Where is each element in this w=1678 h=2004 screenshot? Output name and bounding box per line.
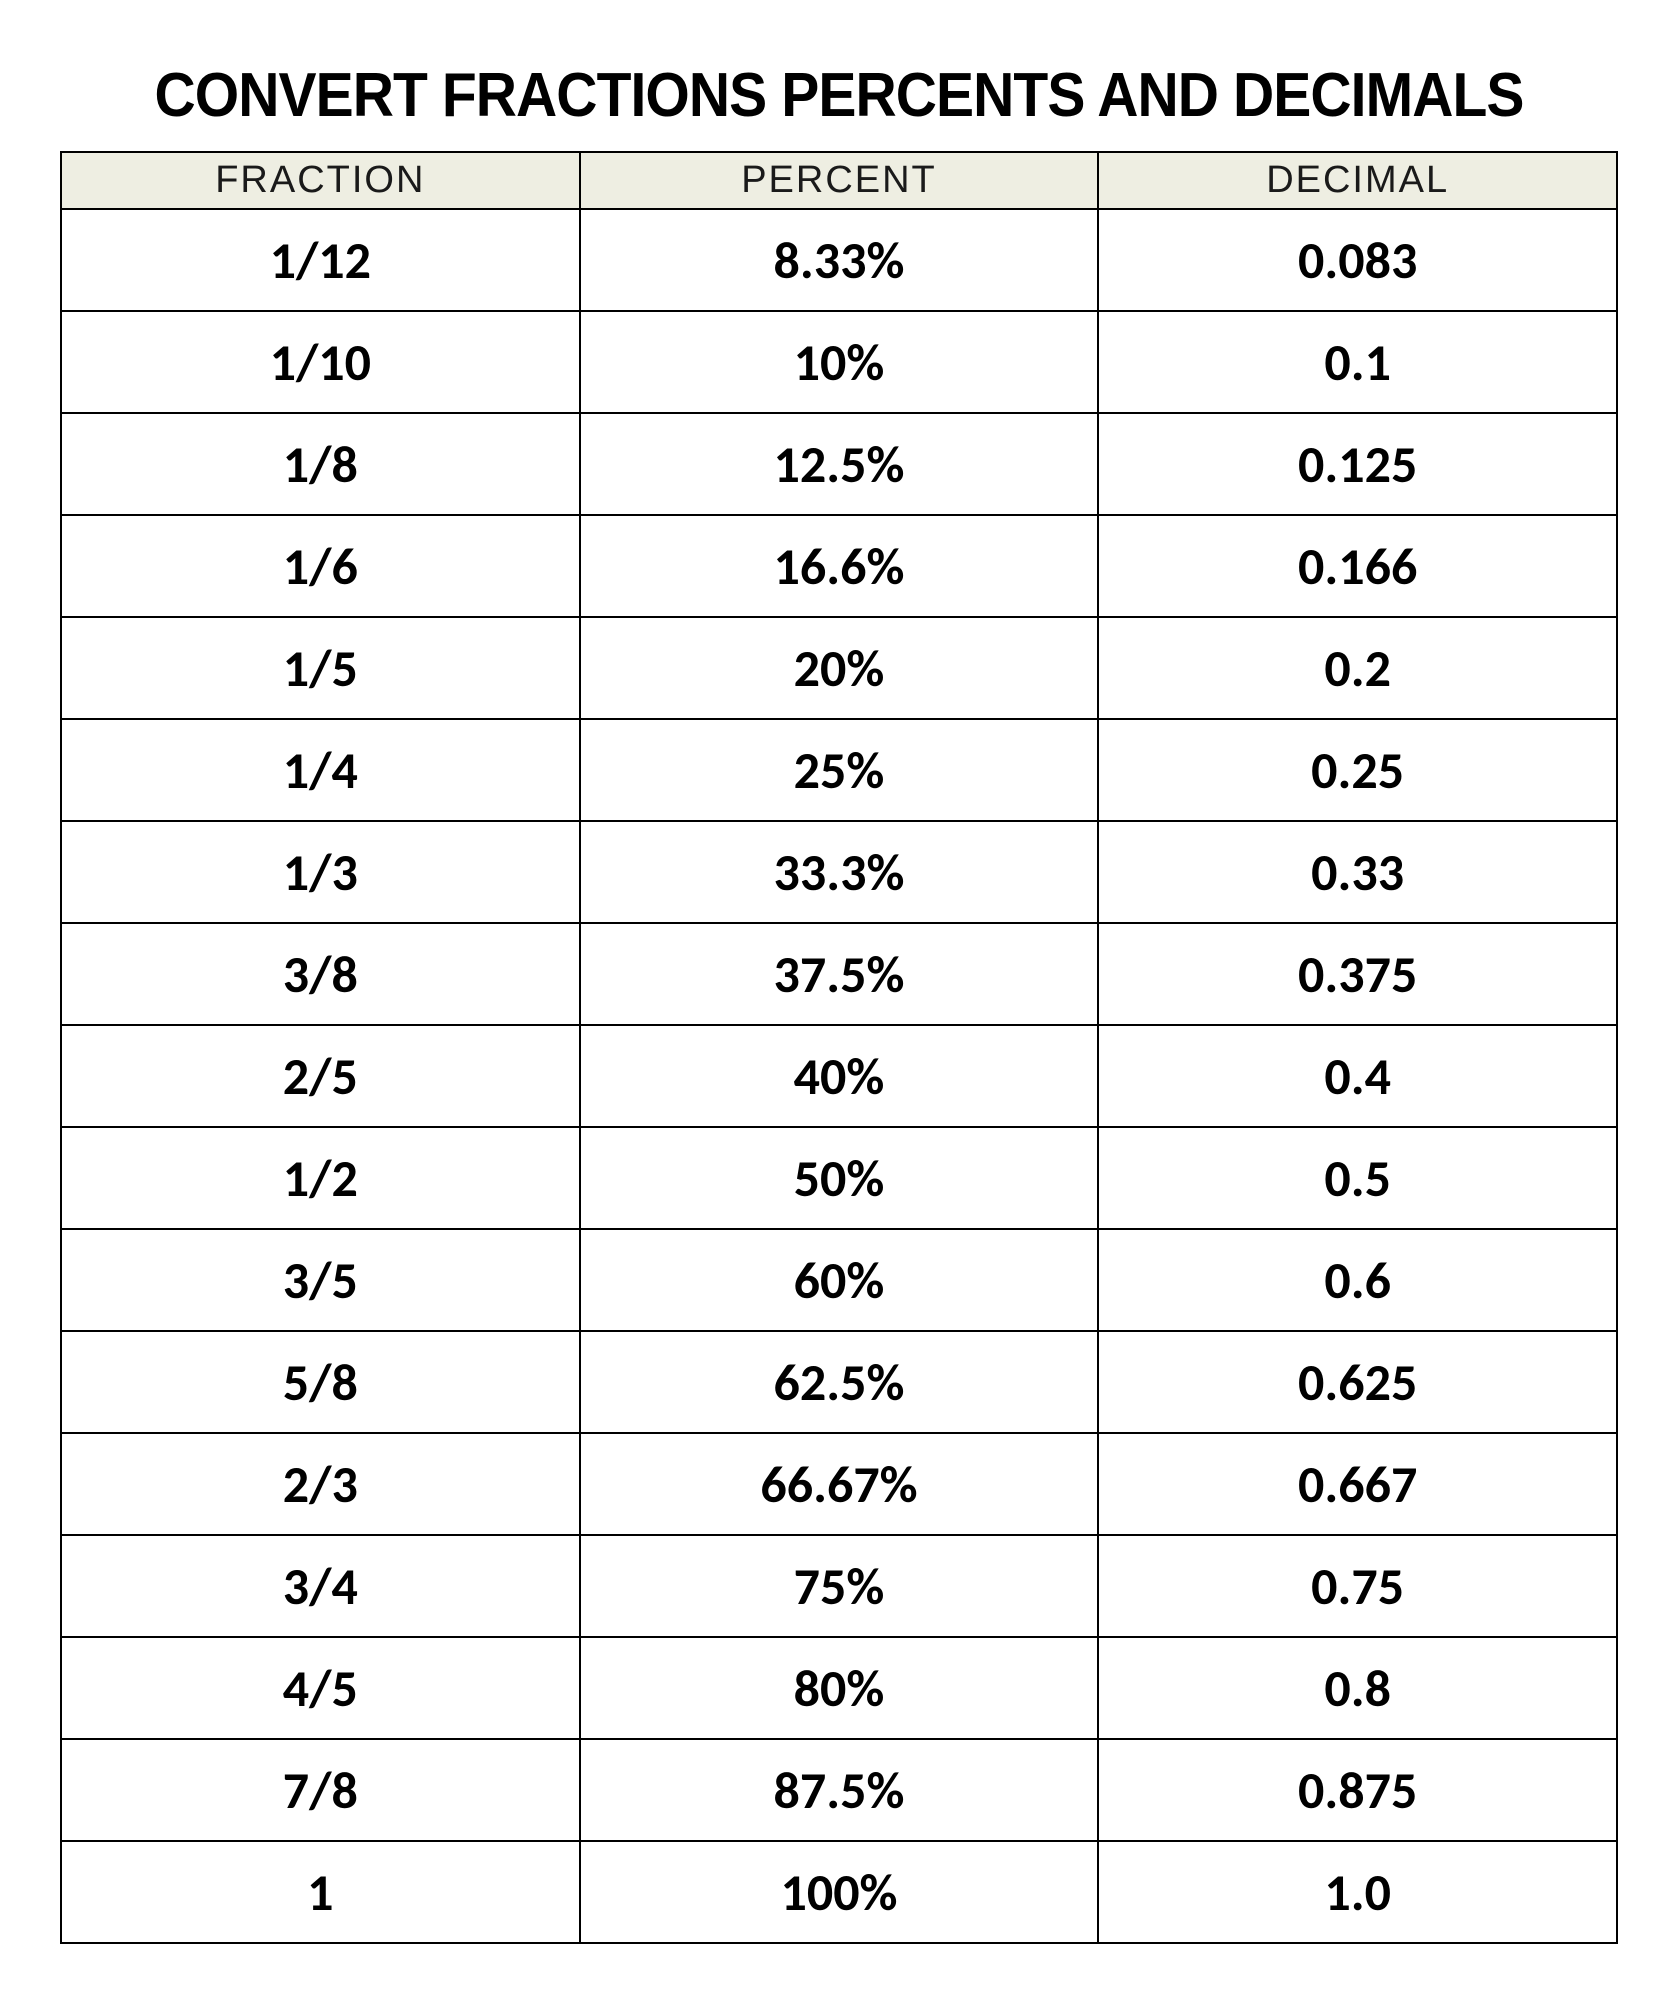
table-row: 7/887.5%0.875 [61, 1739, 1617, 1841]
table-cell: 1/8 [61, 413, 580, 515]
table-cell: 0.125 [1098, 413, 1617, 515]
table-row: 1/812.5%0.125 [61, 413, 1617, 515]
table-row: 5/862.5%0.625 [61, 1331, 1617, 1433]
table-cell: 3/8 [61, 923, 580, 1025]
table-cell: 1 [61, 1841, 580, 1943]
table-cell: 0.4 [1098, 1025, 1617, 1127]
table-row: 1/520%0.2 [61, 617, 1617, 719]
table-row: 1/128.33%0.083 [61, 209, 1617, 311]
table-cell: 0.2 [1098, 617, 1617, 719]
table-cell: 0.75 [1098, 1535, 1617, 1637]
table-cell: 62.5% [580, 1331, 1099, 1433]
table-row: 1/616.6%0.166 [61, 515, 1617, 617]
table-row: 1100%1.0 [61, 1841, 1617, 1943]
table-cell: 3/5 [61, 1229, 580, 1331]
table-cell: 0.083 [1098, 209, 1617, 311]
table-cell: 2/5 [61, 1025, 580, 1127]
table-cell: 0.375 [1098, 923, 1617, 1025]
table-cell: 0.6 [1098, 1229, 1617, 1331]
table-cell: 60% [580, 1229, 1099, 1331]
table-row: 1/250%0.5 [61, 1127, 1617, 1229]
table-cell: 0.875 [1098, 1739, 1617, 1841]
table-cell: 0.33 [1098, 821, 1617, 923]
column-header-fraction: FRACTION [61, 152, 580, 209]
table-row: 2/366.67%0.667 [61, 1433, 1617, 1535]
table-row: 2/540%0.4 [61, 1025, 1617, 1127]
table-cell: 0.667 [1098, 1433, 1617, 1535]
table-cell: 0.8 [1098, 1637, 1617, 1739]
table-cell: 1.0 [1098, 1841, 1617, 1943]
table-cell: 0.1 [1098, 311, 1617, 413]
table-cell: 40% [580, 1025, 1099, 1127]
table-cell: 33.3% [580, 821, 1099, 923]
table-cell: 2/3 [61, 1433, 580, 1535]
table-cell: 87.5% [580, 1739, 1099, 1841]
page-title: CONVERT FRACTIONS PERCENTS AND DECIMALS [122, 60, 1555, 131]
table-cell: 1/4 [61, 719, 580, 821]
table-cell: 4/5 [61, 1637, 580, 1739]
conversion-table: FRACTION PERCENT DECIMAL 1/128.33%0.0831… [60, 151, 1618, 1944]
table-row: 3/560%0.6 [61, 1229, 1617, 1331]
column-header-percent: PERCENT [580, 152, 1099, 209]
table-cell: 1/2 [61, 1127, 580, 1229]
table-cell: 1/5 [61, 617, 580, 719]
table-header-row: FRACTION PERCENT DECIMAL [61, 152, 1617, 209]
table-cell: 1/6 [61, 515, 580, 617]
table-row: 4/580%0.8 [61, 1637, 1617, 1739]
table-cell: 50% [580, 1127, 1099, 1229]
table-cell: 20% [580, 617, 1099, 719]
table-cell: 8.33% [580, 209, 1099, 311]
table-row: 1/425%0.25 [61, 719, 1617, 821]
table-cell: 0.25 [1098, 719, 1617, 821]
table-cell: 66.67% [580, 1433, 1099, 1535]
table-cell: 16.6% [580, 515, 1099, 617]
table-cell: 10% [580, 311, 1099, 413]
table-cell: 37.5% [580, 923, 1099, 1025]
table-cell: 1/3 [61, 821, 580, 923]
table-row: 1/1010%0.1 [61, 311, 1617, 413]
table-cell: 100% [580, 1841, 1099, 1943]
table-cell: 25% [580, 719, 1099, 821]
table-cell: 75% [580, 1535, 1099, 1637]
table-cell: 0.625 [1098, 1331, 1617, 1433]
table-cell: 1/12 [61, 209, 580, 311]
table-cell: 12.5% [580, 413, 1099, 515]
table-row: 3/837.5%0.375 [61, 923, 1617, 1025]
table-cell: 1/10 [61, 311, 580, 413]
table-row: 3/475%0.75 [61, 1535, 1617, 1637]
table-cell: 80% [580, 1637, 1099, 1739]
column-header-decimal: DECIMAL [1098, 152, 1617, 209]
table-cell: 0.5 [1098, 1127, 1617, 1229]
table-cell: 7/8 [61, 1739, 580, 1841]
table-cell: 3/4 [61, 1535, 580, 1637]
table-cell: 0.166 [1098, 515, 1617, 617]
table-row: 1/333.3%0.33 [61, 821, 1617, 923]
table-cell: 5/8 [61, 1331, 580, 1433]
